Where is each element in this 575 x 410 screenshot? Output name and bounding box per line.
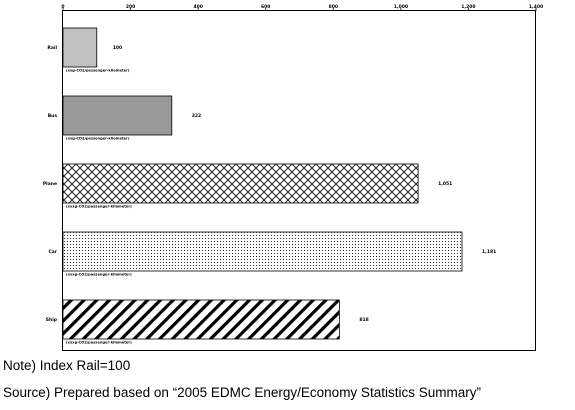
- chart-svg: 0 200 400 600 800 1,000 1,200 1,400 Rail 100 (xxg…: [43, 4, 543, 351]
- sub-label-rail: (xxg-CO2/passenger-kilometer): [66, 69, 130, 73]
- x-tick-label-600: 600: [261, 4, 270, 10]
- sub-label-ship: (xxxg-CO2/passenger-kilometer): [66, 341, 132, 345]
- x-tick-label-0: 0: [61, 4, 64, 10]
- sub-label-car: (xxxg-CO2/passenger-kilometer): [66, 273, 132, 277]
- category-label-bus: Bus: [48, 113, 58, 119]
- bar-ship: [62, 299, 340, 340]
- value-label-bus: 322: [192, 113, 201, 119]
- x-tick-label-400: 400: [193, 4, 202, 10]
- category-label-car: Car: [48, 249, 57, 255]
- bar-plane: [62, 163, 419, 204]
- category-label-rail: Rail: [47, 45, 57, 51]
- bar-bus: [62, 95, 173, 136]
- x-axis-ticks: 0 200 400 600 800 1,000 1,200 1,400: [61, 4, 543, 11]
- bar-car: [62, 231, 463, 272]
- note-text: Note) Index Rail=100: [3, 358, 131, 373]
- sub-label-plane: (xxxg-CO2/passenger-kilometer): [66, 205, 132, 209]
- x-tick-label-200: 200: [126, 4, 135, 10]
- bars: [62, 27, 463, 340]
- value-label-ship: 818: [359, 317, 368, 323]
- x-tick-label-800: 800: [329, 4, 338, 10]
- category-label-plane: Plane: [43, 181, 57, 187]
- x-tick-label-1-400: 1,400: [529, 4, 543, 10]
- value-label-rail: 100: [113, 45, 122, 51]
- bar-labels: Rail 100 (xxg-CO2/passenger-kilometer) Bus 3…: [43, 45, 496, 345]
- x-tick-label-1-200: 1,200: [461, 4, 475, 10]
- plot-frame: [62, 10, 536, 351]
- value-label-plane: 1,051: [438, 181, 452, 187]
- x-tick-label-1-000: 1,000: [394, 4, 408, 10]
- value-label-car: 1,181: [482, 249, 496, 255]
- bar-rail: [62, 27, 98, 68]
- category-label-ship: Ship: [46, 317, 58, 323]
- source-text: Source) Prepared based on “2005 EDMC Ene…: [3, 385, 481, 400]
- sub-label-bus: (xxg-CO2/passenger-kilometer): [66, 137, 130, 141]
